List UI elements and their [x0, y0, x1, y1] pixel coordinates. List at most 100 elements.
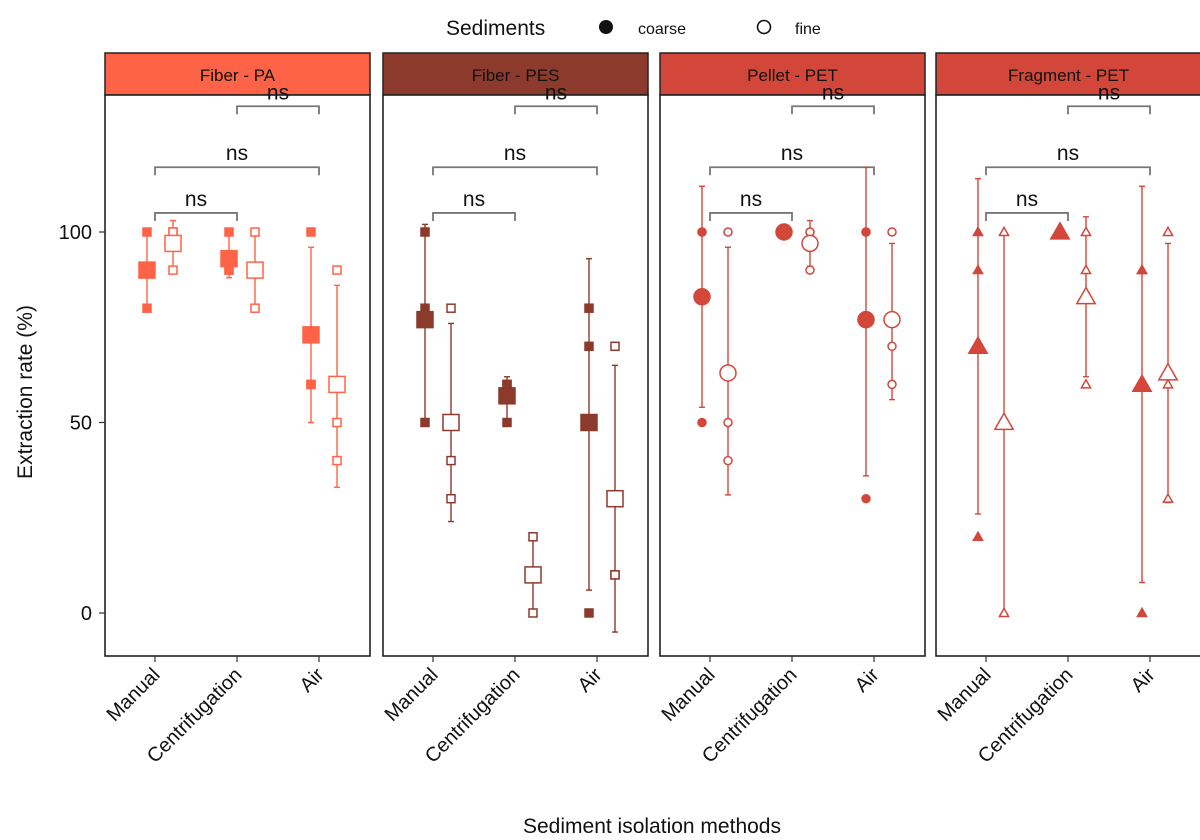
coarse-point — [502, 417, 512, 428]
y-axis: 0 50 100 — [59, 222, 105, 625]
bracket-line — [236, 105, 320, 115]
coarse-series-group — [580, 257, 598, 618]
coarse-point — [306, 227, 316, 237]
fine-point — [883, 310, 901, 329]
legend-coarse-symbol — [599, 20, 613, 34]
significance-bracket: ns — [432, 142, 598, 176]
coarse-point — [142, 303, 152, 313]
coarse-point — [972, 225, 984, 237]
fine-point — [1080, 225, 1092, 237]
fine-point — [1157, 362, 1179, 381]
significance-label: ns — [504, 142, 526, 165]
fine-point — [524, 566, 542, 584]
coarse-point — [861, 227, 871, 237]
strip-background — [104, 52, 371, 96]
bracket-line — [432, 212, 516, 221]
significance-bracket: ns — [432, 188, 516, 221]
fine-point — [887, 227, 897, 237]
significance-bracket: ns — [514, 81, 598, 115]
bracket-line — [514, 105, 598, 115]
coarse-series-group — [693, 185, 711, 428]
plot-frame — [104, 94, 371, 657]
x-tick-label: Air — [574, 664, 607, 697]
fine-series-group — [442, 303, 460, 523]
coarse-series-group — [775, 223, 793, 241]
x-tick-label: Air — [851, 664, 884, 697]
coarse-point — [302, 326, 320, 344]
coarse-point — [697, 227, 707, 237]
fine-point — [446, 303, 456, 313]
fine-series-group — [328, 265, 346, 488]
legend-fine-symbol — [756, 19, 772, 35]
coarse-point — [306, 379, 316, 390]
coarse-point — [697, 417, 707, 428]
significance-bracket: ns — [236, 81, 320, 115]
coarse-point — [972, 263, 984, 275]
significance-bracket: ns — [791, 81, 875, 115]
significance-label: ns — [740, 188, 762, 211]
significance-label: ns — [267, 81, 289, 104]
strip-label: Fiber - PA — [200, 66, 276, 85]
fine-point — [1075, 286, 1097, 305]
fine-point — [246, 261, 264, 279]
legend-coarse-label: coarse — [638, 21, 686, 38]
bracket-line — [154, 212, 238, 221]
coarse-series-group — [1131, 185, 1153, 618]
fine-series-group — [246, 227, 264, 313]
x-tick-label: Manual — [381, 664, 443, 726]
coarse-point — [775, 223, 793, 241]
fine-point — [1162, 225, 1174, 237]
fine-point — [164, 234, 182, 253]
fine-series-group — [164, 219, 182, 275]
coarse-point — [220, 249, 238, 268]
coarse-point — [420, 227, 430, 237]
coarse-point — [142, 227, 152, 237]
plot-frame — [935, 94, 1200, 657]
fine-series-group — [993, 225, 1015, 618]
strip-label: Fragment - PET — [1008, 66, 1129, 85]
y-axis-title: Extraction rate (%) — [14, 305, 37, 479]
x-axis-title: Sediment isolation methods — [523, 815, 781, 838]
fine-series-group — [524, 532, 542, 618]
fine-series-group — [801, 219, 819, 275]
coarse-point — [416, 310, 434, 329]
significance-bracket: ns — [985, 188, 1069, 221]
fine-point — [168, 265, 178, 275]
fine-point — [606, 489, 624, 508]
strip-background — [935, 52, 1200, 96]
plot-frame — [659, 94, 926, 657]
fine-point — [528, 532, 538, 542]
fine-point — [887, 379, 897, 390]
coarse-point — [1136, 606, 1148, 618]
bracket-line — [709, 212, 793, 221]
x-tick-label: Manual — [658, 664, 720, 726]
significance-label: ns — [1016, 188, 1038, 211]
fine-point — [1080, 263, 1092, 275]
fine-point — [723, 417, 733, 428]
fine-point — [332, 417, 342, 428]
coarse-series-group — [416, 223, 434, 428]
fine-point — [250, 227, 260, 237]
significance-bracket: ns — [154, 188, 238, 221]
strip-background — [382, 52, 649, 96]
fine-series-group — [1157, 225, 1179, 504]
fine-point — [998, 225, 1010, 237]
coarse-series-group — [302, 227, 320, 424]
fine-point — [723, 227, 733, 237]
coarse-series-group — [1049, 221, 1071, 240]
coarse-point — [580, 413, 598, 432]
coarse-series-group — [967, 177, 989, 541]
fine-series-group — [883, 227, 901, 401]
coarse-series-group — [138, 227, 156, 313]
fine-point — [610, 341, 620, 352]
fine-series-group — [719, 227, 737, 496]
strip-label: Fiber - PES — [472, 66, 560, 85]
fine-point — [610, 570, 620, 580]
significance-label: ns — [822, 81, 844, 104]
coarse-point — [693, 288, 711, 306]
coarse-point — [224, 227, 234, 237]
fine-point — [446, 455, 456, 466]
